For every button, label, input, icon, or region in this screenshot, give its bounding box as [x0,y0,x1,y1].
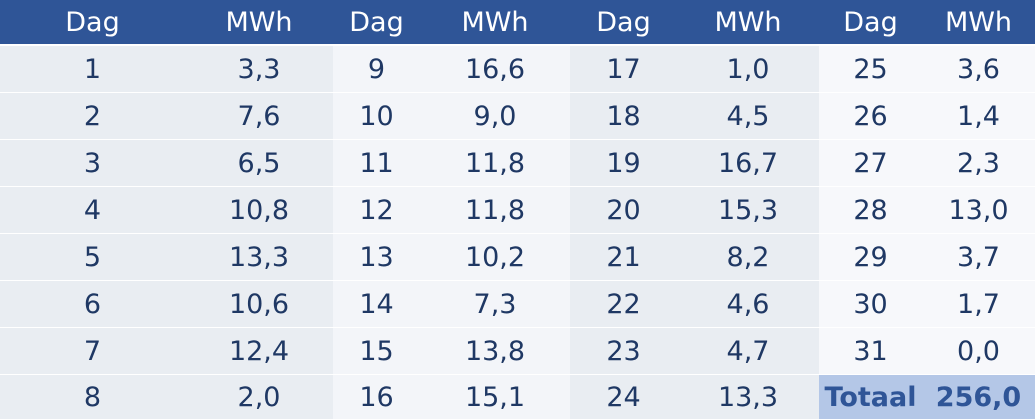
dag-cell: 24 [570,375,677,419]
mwh-cell: 9,0 [420,93,570,140]
dag-cell: 10 [333,93,420,140]
dag-cell: 12 [333,187,420,234]
header-mwh: MWh [677,0,819,44]
total-label: Totaal [819,375,922,419]
mwh-cell: 15,1 [420,375,570,419]
header-mwh: MWh [922,0,1035,44]
dag-cell: 15 [333,328,420,375]
dag-cell: 3 [0,140,185,187]
dag-cell: 2 [0,93,185,140]
mwh-cell: 2,3 [922,140,1035,187]
table-row: 7 12,4 15 13,8 23 4,7 31 0,0 [0,328,1035,375]
table-row: 2 7,6 10 9,0 18 4,5 26 1,4 [0,93,1035,140]
dag-cell: 7 [0,328,185,375]
mwh-cell: 1,4 [922,93,1035,140]
dag-cell: 11 [333,140,420,187]
dag-cell: 19 [570,140,677,187]
dag-cell: 14 [333,281,420,328]
header-dag: Dag [819,0,922,44]
table-row: 3 6,5 11 11,8 19 16,7 27 2,3 [0,140,1035,187]
dag-cell: 18 [570,93,677,140]
mwh-cell: 16,7 [677,140,819,187]
mwh-cell: 10,6 [185,281,333,328]
dag-cell: 22 [570,281,677,328]
header-dag: Dag [0,0,185,44]
header-row: Dag MWh Dag MWh Dag MWh Dag MWh [0,0,1035,44]
header-mwh: MWh [420,0,570,44]
mwh-cell: 0,0 [922,328,1035,375]
dag-cell: 25 [819,44,922,93]
mwh-cell: 11,8 [420,140,570,187]
table-row: 5 13,3 13 10,2 21 8,2 29 3,7 [0,234,1035,281]
mwh-cell: 3,7 [922,234,1035,281]
table-row: 4 10,8 12 11,8 20 15,3 28 13,0 [0,187,1035,234]
dag-cell: 1 [0,44,185,93]
header-dag: Dag [570,0,677,44]
dag-cell: 21 [570,234,677,281]
mwh-cell: 1,7 [922,281,1035,328]
total-value: 256,0 [922,375,1035,419]
mwh-cell: 2,0 [185,375,333,419]
dag-cell: 31 [819,328,922,375]
dag-cell: 16 [333,375,420,419]
dag-cell: 23 [570,328,677,375]
dag-cell: 6 [0,281,185,328]
dag-cell: 5 [0,234,185,281]
dag-cell: 8 [0,375,185,419]
mwh-cell: 6,5 [185,140,333,187]
header-mwh: MWh [185,0,333,44]
dag-cell: 9 [333,44,420,93]
mwh-cell: 4,7 [677,328,819,375]
mwh-cell: 13,8 [420,328,570,375]
mwh-cell: 8,2 [677,234,819,281]
mwh-cell: 15,3 [677,187,819,234]
mwh-cell: 13,0 [922,187,1035,234]
dag-cell: 29 [819,234,922,281]
dag-cell: 30 [819,281,922,328]
dag-cell: 20 [570,187,677,234]
dag-cell: 4 [0,187,185,234]
mwh-cell: 7,3 [420,281,570,328]
table-row: 6 10,6 14 7,3 22 4,6 30 1,7 [0,281,1035,328]
dag-cell: 28 [819,187,922,234]
table-row: 1 3,3 9 16,6 17 1,0 25 3,6 [0,44,1035,93]
dag-cell: 27 [819,140,922,187]
mwh-cell: 13,3 [185,234,333,281]
mwh-cell: 11,8 [420,187,570,234]
dag-cell: 17 [570,44,677,93]
mwh-cell: 4,6 [677,281,819,328]
mwh-cell: 1,0 [677,44,819,93]
mwh-cell: 16,6 [420,44,570,93]
dag-cell: 26 [819,93,922,140]
mwh-cell: 12,4 [185,328,333,375]
mwh-cell: 7,6 [185,93,333,140]
mwh-cell: 10,8 [185,187,333,234]
mwh-cell: 4,5 [677,93,819,140]
header-dag: Dag [333,0,420,44]
mwh-cell: 3,3 [185,44,333,93]
mwh-cell: 13,3 [677,375,819,419]
table-row: 8 2,0 16 15,1 24 13,3 Totaal 256,0 [0,375,1035,419]
mwh-cell: 3,6 [922,44,1035,93]
dag-cell: 13 [333,234,420,281]
mwh-cell: 10,2 [420,234,570,281]
